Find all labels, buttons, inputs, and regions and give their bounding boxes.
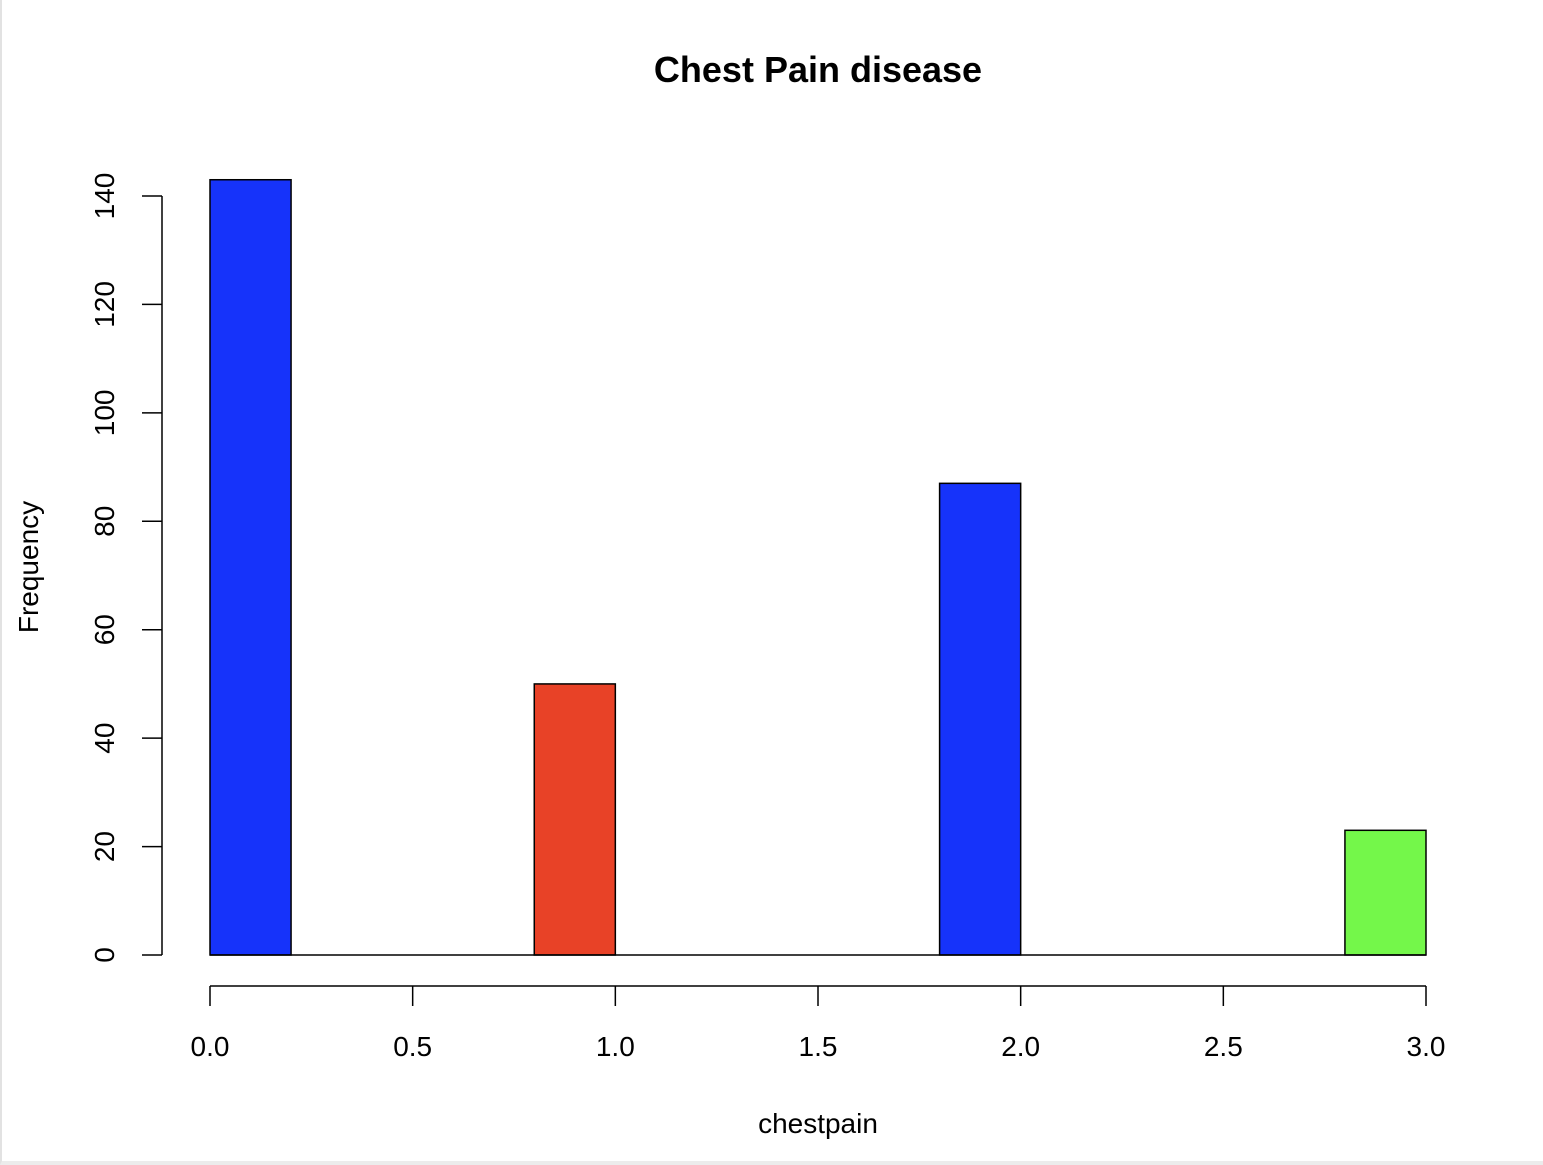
y-tick-label-4: 80: [89, 506, 120, 537]
x-axis: 0.0 0.5 1.0 1.5 2.0 2.5 3.0: [191, 985, 1446, 1062]
y-tick-label-3: 60: [89, 614, 120, 645]
histogram-bar-14: [1344, 829, 1427, 956]
histogram-bar-0: [209, 178, 292, 956]
x-tick-label-1: 0.5: [393, 1031, 432, 1062]
y-tick-label-1: 20: [89, 831, 120, 862]
x-tick-label-6: 3.0: [1407, 1031, 1446, 1062]
x-axis-label: chestpain: [758, 1108, 878, 1139]
histogram-bar-9: [938, 482, 1022, 956]
chart-title: Chest Pain disease: [654, 49, 982, 90]
x-tick-label-4: 2.0: [1001, 1031, 1040, 1062]
x-tick-label-2: 1.0: [596, 1031, 635, 1062]
histogram-bar-4: [533, 683, 617, 956]
y-tick-label-5: 100: [89, 389, 120, 436]
y-axis: 0 20 40 60 80 100 120 140: [89, 173, 163, 963]
x-tick-label-5: 2.5: [1204, 1031, 1243, 1062]
y-tick-label-6: 120: [89, 281, 120, 328]
y-tick-label-2: 40: [89, 723, 120, 754]
x-tick-label-0: 0.0: [191, 1031, 230, 1062]
y-tick-label-0: 0: [89, 947, 120, 963]
x-tick-label-3: 1.5: [799, 1031, 838, 1062]
bars-group: [209, 178, 1427, 956]
y-axis-label: Frequency: [13, 501, 44, 633]
y-tick-label-7: 140: [89, 173, 120, 220]
